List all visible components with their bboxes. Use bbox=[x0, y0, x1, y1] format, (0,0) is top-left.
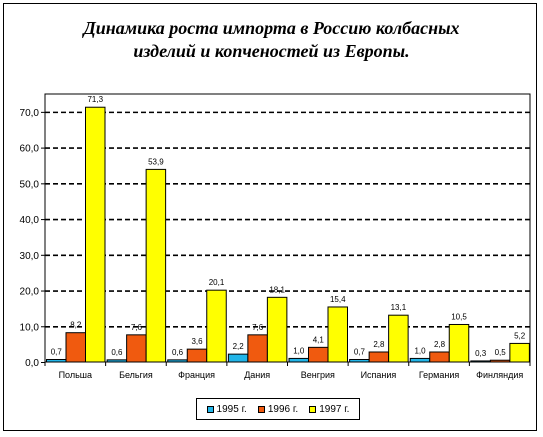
bar bbox=[46, 358, 67, 363]
data-label: 5,2 bbox=[514, 331, 526, 340]
data-label: 3,6 bbox=[191, 337, 203, 346]
legend-swatch-1997 bbox=[309, 405, 317, 413]
data-label: 7,6 bbox=[252, 323, 264, 332]
legend-swatch-1996 bbox=[257, 405, 265, 413]
bar bbox=[227, 353, 249, 363]
bar bbox=[489, 359, 511, 363]
data-label: 10,5 bbox=[451, 312, 467, 321]
x-category-label: Дания bbox=[244, 370, 270, 380]
x-category-label: Польша bbox=[59, 370, 92, 380]
legend-swatch-1995 bbox=[206, 405, 214, 413]
bar bbox=[85, 106, 106, 363]
data-label: 0,5 bbox=[495, 348, 507, 357]
x-category-label: Германия bbox=[419, 370, 459, 380]
plot-area bbox=[44, 93, 531, 363]
bar bbox=[266, 296, 288, 363]
data-label: 53,9 bbox=[148, 157, 164, 166]
chart-title: Динамика роста импорта в Россию колбасны… bbox=[0, 17, 543, 63]
bar bbox=[409, 357, 431, 363]
data-label: 20,1 bbox=[209, 278, 225, 287]
bar bbox=[247, 334, 268, 363]
y-tick-label: 0,0 bbox=[25, 358, 39, 369]
data-label: 0,6 bbox=[172, 348, 184, 357]
bar bbox=[327, 306, 348, 363]
legend-item-1996: 1996 г. bbox=[257, 403, 299, 415]
bar bbox=[308, 346, 329, 363]
data-label: 4,1 bbox=[313, 335, 325, 344]
y-tick-label: 70,0 bbox=[20, 108, 40, 119]
bar bbox=[349, 358, 370, 363]
data-label: 8,2 bbox=[70, 321, 82, 330]
y-tick-label: 60,0 bbox=[20, 144, 40, 155]
bar bbox=[448, 323, 470, 363]
data-label: 0,6 bbox=[111, 348, 123, 357]
bar bbox=[288, 357, 309, 363]
chart-title-line-1: Динамика роста импорта в Россию колбасны… bbox=[83, 18, 460, 38]
y-tick-label: 50,0 bbox=[20, 179, 40, 190]
bar bbox=[429, 351, 450, 363]
legend-item-1997: 1997 г. bbox=[309, 404, 349, 415]
data-label: 7,6 bbox=[131, 323, 143, 332]
bar bbox=[106, 359, 128, 363]
chart-title-line-2: изделий и копченостей из Европы. bbox=[133, 41, 410, 61]
y-tick-label: 30,0 bbox=[20, 251, 40, 262]
bar bbox=[368, 351, 390, 363]
x-category-label: Испания bbox=[361, 370, 397, 380]
data-label: 0,7 bbox=[51, 347, 63, 356]
data-label: 1,0 bbox=[414, 346, 426, 355]
y-tick-label: 10,0 bbox=[20, 322, 40, 333]
x-category-label: Франция bbox=[178, 370, 215, 380]
data-label: 1,0 bbox=[293, 346, 305, 355]
data-label: 2,8 bbox=[434, 340, 446, 349]
data-label: 2,8 bbox=[373, 340, 385, 349]
y-tick-label: 40,0 bbox=[20, 215, 40, 226]
legend-label-1996: 1996 г. bbox=[267, 403, 299, 415]
bar bbox=[206, 289, 227, 363]
data-label: 2,2 bbox=[233, 342, 245, 351]
chart-legend: 1995 г. 1996 г. 1997 г. bbox=[196, 398, 360, 420]
data-label: 71,3 bbox=[87, 95, 103, 104]
bar bbox=[145, 168, 167, 363]
data-label: 13,1 bbox=[391, 303, 407, 312]
bar bbox=[186, 348, 208, 363]
x-category-label: Финляндия bbox=[476, 370, 523, 380]
x-category-label: Бельгия bbox=[119, 370, 153, 380]
bar bbox=[126, 334, 147, 363]
data-label: 0,7 bbox=[354, 347, 366, 356]
data-label: 18,1 bbox=[269, 285, 285, 294]
bar bbox=[388, 314, 409, 363]
legend-label-1997: 1997 г. bbox=[319, 403, 350, 415]
bar bbox=[470, 360, 491, 363]
bar bbox=[65, 332, 86, 363]
data-label: 0,3 bbox=[475, 349, 487, 358]
data-label: 15,4 bbox=[330, 295, 346, 304]
x-category-label: Венгрия bbox=[301, 370, 335, 380]
legend-label-1995: 1995 г. bbox=[216, 403, 247, 415]
bar bbox=[167, 359, 188, 363]
bar bbox=[509, 342, 530, 363]
legend-item-1995: 1995 г. bbox=[206, 403, 247, 415]
y-tick-label: 20,0 bbox=[20, 287, 40, 298]
